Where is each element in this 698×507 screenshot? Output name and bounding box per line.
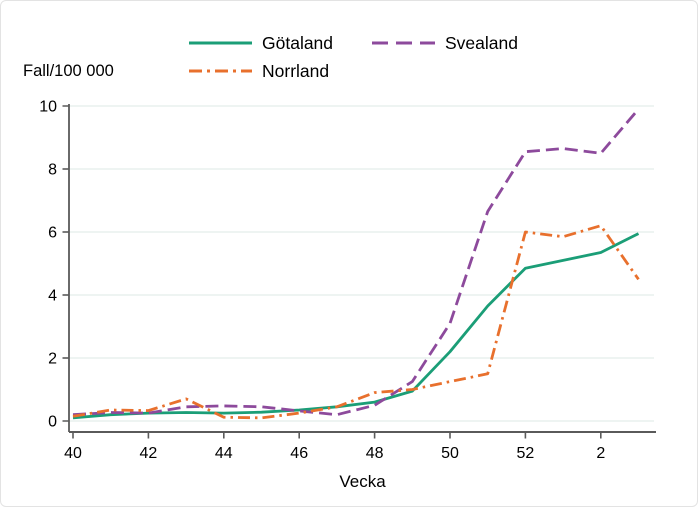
x-tick-label: 48 xyxy=(366,445,384,462)
y-tick-label: 0 xyxy=(48,414,57,431)
x-tick-label: 44 xyxy=(215,445,233,462)
x-tick-label: 42 xyxy=(140,445,158,462)
norrland-line-swatch-icon xyxy=(189,69,252,73)
y-tick-label: 2 xyxy=(48,351,57,368)
series-line-norrland xyxy=(72,224,640,420)
legend-label-norrland: Norrland xyxy=(262,60,330,81)
y-axis-unit-label: Fall/100 000 xyxy=(23,62,114,80)
y-tick-label: 8 xyxy=(48,162,57,179)
svealand-line-swatch-icon xyxy=(372,41,435,45)
legend-item-gotaland: Götaland xyxy=(188,32,333,54)
x-tick-label: 2 xyxy=(596,445,605,462)
x-axis-label: Vecka xyxy=(339,472,386,491)
y-tick-label: 10 xyxy=(39,99,57,116)
gotaland-line-swatch-icon xyxy=(189,41,252,45)
x-tick-label: 52 xyxy=(517,445,535,462)
legend-item-svealand: Svealand xyxy=(371,32,518,54)
legend-item-norrland: Norrland xyxy=(188,60,329,82)
y-tick-label: 4 xyxy=(48,288,57,305)
x-tick-label: 40 xyxy=(64,445,82,462)
series-line-gtaland xyxy=(72,232,640,420)
y-tick-label: 6 xyxy=(48,225,57,242)
legend-label-svealand: Svealand xyxy=(445,32,518,53)
x-tick-label: 46 xyxy=(290,445,308,462)
legend-label-gotaland: Götaland xyxy=(262,32,334,53)
x-tick-label: 50 xyxy=(441,445,459,462)
